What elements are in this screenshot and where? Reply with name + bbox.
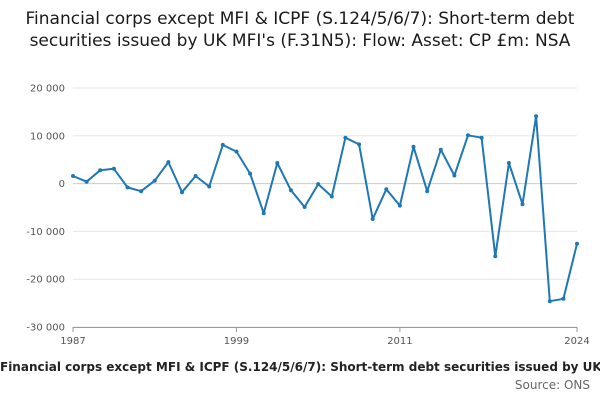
data-point [370,217,375,221]
data-point [125,185,130,190]
y-tick-label: 0 [59,179,65,190]
data-point [506,161,511,165]
series-line [72,115,578,303]
y-tick-label: -30 000 [26,323,65,334]
y-tick-label: 10 000 [30,131,65,142]
data-point [425,189,430,194]
data-point [275,161,280,165]
data-point [234,149,239,154]
data-point [152,178,157,183]
data-point [575,241,579,246]
data-point [534,114,539,119]
y-tick-label: -20 000 [26,275,65,286]
data-point [547,299,552,304]
data-point [520,202,525,207]
data-point [261,211,266,216]
y-tick-label: 20 000 [30,84,65,95]
data-series [71,114,579,304]
axes: 20 000 10 000 0 -10 000 -20 000 -30 000 1987 19… [26,84,589,348]
data-point [288,188,293,193]
y-tick-label: -10 000 [26,227,65,238]
data-point [452,173,457,178]
data-point [397,203,402,208]
data-point [438,147,443,152]
data-point [466,133,470,138]
data-point [207,184,212,189]
data-point [111,166,116,171]
data-point [561,296,566,301]
x-tick-label: 1999 [224,336,249,347]
data-point [384,187,389,192]
data-point [220,142,225,147]
grid-lines [73,87,577,328]
data-point [302,205,307,209]
x-tick-label: 2011 [387,336,412,347]
data-point [357,142,362,147]
data-point [316,182,321,187]
x-tick-label: 2024 [564,336,589,347]
data-point [343,135,348,140]
chart-title: Financial corps except MFI & ICPF (S.124… [25,9,575,51]
data-point [248,171,253,176]
data-point [139,189,144,194]
data-point [411,144,416,149]
data-point [98,168,103,173]
data-point [180,190,184,195]
footer-series-label: Financial corps except MFI & ICPF (S.124… [0,360,600,374]
data-point [193,174,198,178]
data-point [84,179,89,184]
data-point [71,174,75,178]
footer-series-text: Financial corps except MFI & ICPF (S.124… [0,360,600,374]
source-label: Source: ONS [514,378,590,392]
data-point [166,160,171,165]
data-point [479,135,484,140]
x-tick-label: 1987 [60,336,85,347]
data-point [329,194,334,199]
data-point [493,254,498,259]
